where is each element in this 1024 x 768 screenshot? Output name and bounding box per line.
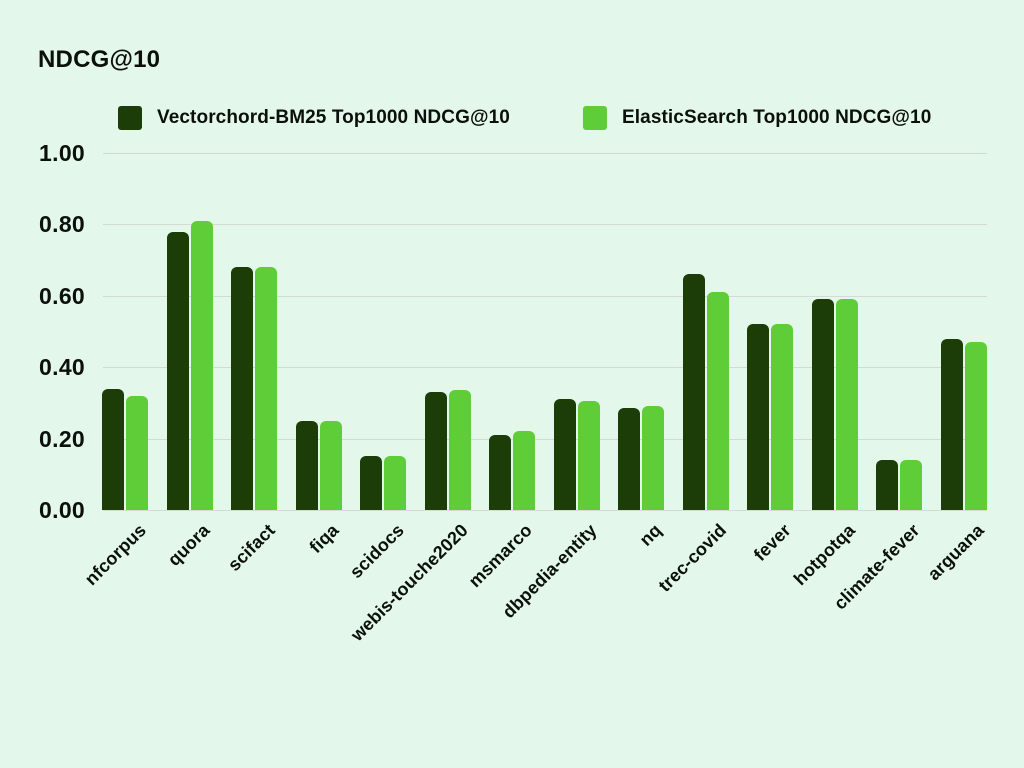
legend-swatch-vectorchord	[118, 106, 142, 130]
x-axis-tick-label-nq: nq	[635, 520, 666, 550]
bar-elasticsearch-climate-fever	[900, 460, 923, 510]
y-axis-tick-label: 1.00	[39, 140, 85, 166]
y-axis-tick-label: 0.60	[39, 282, 85, 309]
bar-elasticsearch-trec-covid	[706, 292, 729, 510]
x-axis-tick-label-fever: fever	[749, 520, 795, 565]
x-axis-tick-label-nfcorpus: nfcorpus	[80, 520, 150, 590]
x-axis-tick-label-arguana: arguana	[923, 520, 988, 585]
bar-vectorchord-scidocs	[360, 456, 383, 510]
gridline-1.00	[103, 153, 987, 154]
x-axis-tick-label-webis-touche2020: webis-touche2020	[346, 520, 472, 645]
bar-vectorchord-webis-touche2020	[424, 392, 447, 510]
bar-vectorchord-nfcorpus	[102, 388, 125, 510]
bar-elasticsearch-nq	[642, 406, 665, 510]
bar-elasticsearch-quora	[190, 220, 213, 510]
bar-vectorchord-msmarco	[489, 435, 512, 510]
legend-item-vectorchord: Vectorchord-BM25 Top1000 NDCG@10	[118, 104, 510, 132]
gridline-0.20	[103, 438, 987, 440]
gridline-0.60	[103, 295, 987, 297]
bar-vectorchord-hotpotqa	[811, 299, 834, 510]
bar-elasticsearch-scidocs	[384, 456, 407, 510]
bar-elasticsearch-fever	[771, 324, 794, 510]
y-axis-tick-label: 0.20	[39, 425, 85, 452]
x-axis-tick-label-trec-covid: trec-covid	[654, 520, 730, 596]
bar-vectorchord-scifact	[231, 267, 254, 510]
y-axis-tick-label: 0.00	[39, 497, 85, 523]
bar-vectorchord-quora	[166, 231, 189, 510]
x-axis-tick-label-scifact: scifact	[223, 520, 279, 575]
legend-swatch-elasticsearch	[583, 106, 607, 130]
bar-vectorchord-fiqa	[295, 420, 318, 510]
x-axis-tick-label-scidocs: scidocs	[345, 520, 408, 583]
x-axis-tick-label-quora: quora	[164, 520, 215, 570]
bar-elasticsearch-webis-touche2020	[448, 390, 471, 510]
bar-elasticsearch-msmarco	[513, 431, 536, 510]
y-axis-tick-label: 0.80	[39, 211, 85, 238]
bar-vectorchord-dbpedia-entity	[553, 399, 576, 510]
bar-vectorchord-arguana	[940, 338, 963, 510]
gridline-0.40	[103, 367, 987, 369]
x-axis-tick-label-fiqa: fiqa	[305, 520, 343, 558]
y-axis-tick-label: 0.40	[39, 354, 85, 381]
gridline-0.80	[103, 224, 987, 226]
bar-vectorchord-trec-covid	[682, 274, 705, 510]
bar-elasticsearch-dbpedia-entity	[577, 401, 600, 510]
legend-label-vectorchord: Vectorchord-BM25 Top1000 NDCG@10	[157, 107, 510, 128]
bar-vectorchord-climate-fever	[876, 460, 899, 510]
bar-vectorchord-fever	[747, 324, 770, 510]
chart-title: NDCG@10	[38, 46, 161, 73]
bar-vectorchord-nq	[618, 408, 641, 510]
legend-label-elasticsearch: ElasticSearch Top1000 NDCG@10	[622, 107, 932, 128]
bar-elasticsearch-fiqa	[319, 420, 342, 510]
bar-elasticsearch-nfcorpus	[126, 395, 149, 510]
bar-elasticsearch-arguana	[964, 342, 987, 510]
gridline-0.00	[103, 510, 987, 511]
legend-item-elasticsearch: ElasticSearch Top1000 NDCG@10	[583, 104, 931, 132]
bar-elasticsearch-scifact	[255, 267, 278, 510]
bar-elasticsearch-hotpotqa	[835, 299, 858, 510]
